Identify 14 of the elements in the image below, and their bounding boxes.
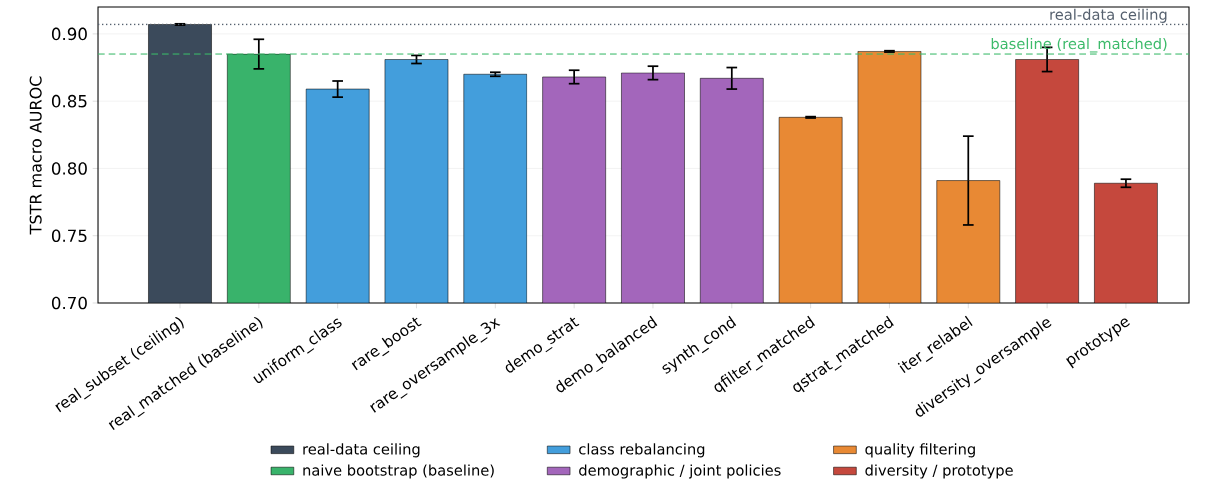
legend-label: diversity / prototype	[865, 464, 1013, 479]
y-tick-label: 0.85	[51, 94, 87, 108]
ref-line-label: real-data ceiling	[1050, 8, 1167, 23]
y-axis-title: TSTR macro AUROC	[29, 76, 42, 235]
y-tick-label: 0.80	[51, 162, 87, 175]
legend-label: real-data ceiling	[303, 443, 420, 458]
legend-label: class rebalancing	[579, 443, 705, 458]
legend-label: quality filtering	[865, 443, 975, 458]
legend-label: demographic / joint policies	[579, 464, 781, 479]
legend-label: naive bootstrap (baseline)	[303, 464, 494, 479]
ref-line-label: baseline (real_matched)	[991, 37, 1167, 53]
y-tick-label: 0.75	[51, 229, 87, 243]
y-tick-label: 0.90	[51, 27, 87, 41]
y-tick-label: 0.70	[51, 296, 87, 310]
